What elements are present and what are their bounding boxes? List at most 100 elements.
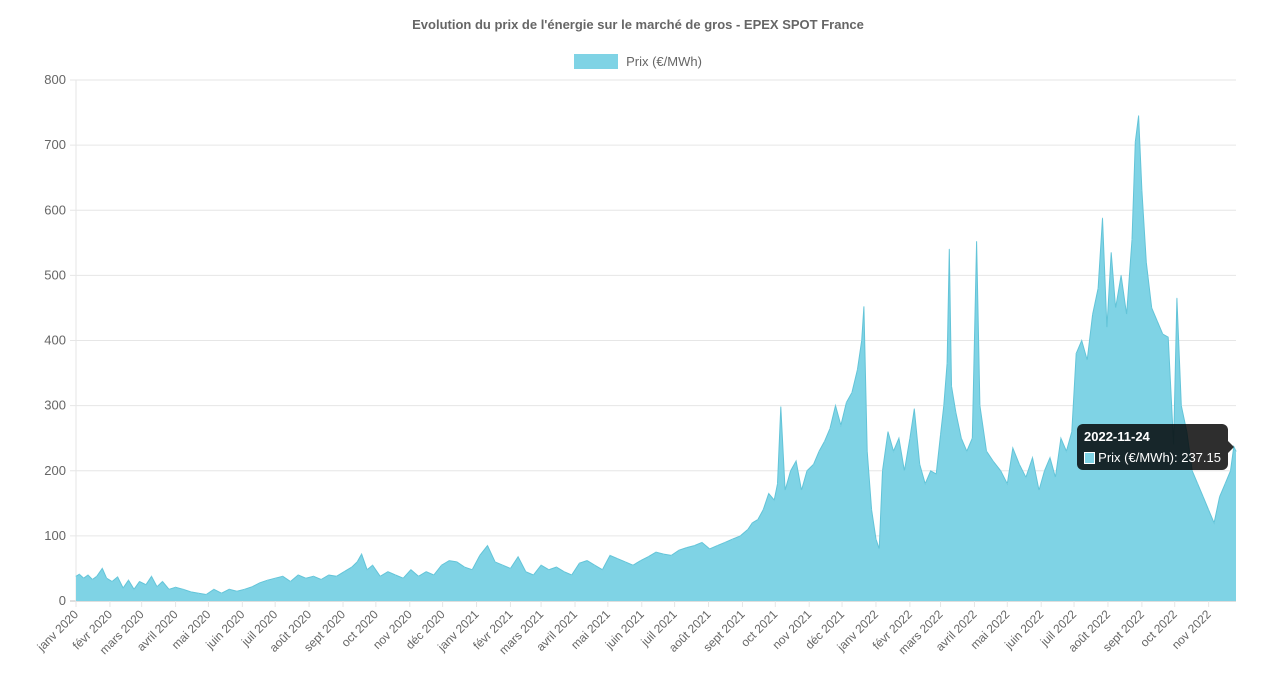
data-point[interactable]: [282, 575, 284, 577]
data-point[interactable]: [976, 241, 978, 242]
data-point[interactable]: [96, 575, 98, 577]
data-point[interactable]: [1202, 496, 1204, 498]
data-point[interactable]: [609, 554, 611, 556]
data-point[interactable]: [948, 248, 950, 250]
data-point[interactable]: [678, 549, 680, 551]
data-point[interactable]: [464, 566, 465, 568]
data-point[interactable]: [563, 571, 565, 573]
data-point[interactable]: [951, 385, 952, 387]
data-point[interactable]: [898, 437, 900, 439]
data-point[interactable]: [851, 392, 853, 394]
data-point[interactable]: [1038, 489, 1040, 491]
data-point[interactable]: [909, 437, 911, 439]
data-point[interactable]: [1071, 431, 1073, 433]
data-point[interactable]: [747, 528, 749, 530]
data-point[interactable]: [1092, 313, 1094, 315]
data-point[interactable]: [943, 405, 945, 407]
data-point[interactable]: [267, 579, 268, 581]
data-point[interactable]: [251, 586, 253, 588]
data-point[interactable]: [768, 493, 770, 494]
data-point[interactable]: [813, 463, 815, 465]
data-point[interactable]: [1126, 313, 1128, 315]
data-point[interactable]: [395, 574, 396, 576]
data-point[interactable]: [1151, 307, 1153, 309]
data-point[interactable]: [795, 460, 797, 462]
data-point[interactable]: [1145, 261, 1147, 263]
data-point[interactable]: [1208, 509, 1210, 511]
data-point[interactable]: [594, 564, 596, 566]
data-point[interactable]: [418, 575, 419, 577]
data-point[interactable]: [887, 431, 889, 433]
data-point[interactable]: [175, 586, 177, 588]
data-point[interactable]: [806, 470, 808, 472]
data-point[interactable]: [856, 369, 858, 371]
data-point[interactable]: [739, 535, 741, 537]
data-point[interactable]: [410, 569, 412, 571]
data-point[interactable]: [790, 470, 792, 472]
data-point[interactable]: [525, 571, 527, 573]
data-point[interactable]: [351, 566, 353, 568]
data-point[interactable]: [297, 574, 299, 576]
data-point[interactable]: [487, 545, 488, 547]
data-point[interactable]: [236, 590, 238, 592]
data-point[interactable]: [1032, 457, 1033, 459]
data-point[interactable]: [617, 558, 619, 560]
data-point[interactable]: [540, 564, 542, 566]
data-point[interactable]: [1049, 457, 1051, 459]
data-point[interactable]: [139, 581, 140, 582]
data-point[interactable]: [784, 489, 786, 491]
data-point[interactable]: [379, 575, 381, 577]
data-point[interactable]: [145, 584, 147, 586]
data-point[interactable]: [1075, 353, 1077, 354]
data-point[interactable]: [441, 564, 442, 566]
data-point[interactable]: [1141, 190, 1143, 192]
data-point[interactable]: [632, 564, 634, 566]
data-point[interactable]: [1012, 447, 1014, 449]
data-point[interactable]: [128, 579, 129, 581]
data-point[interactable]: [818, 450, 820, 452]
data-point[interactable]: [757, 519, 759, 521]
data-point[interactable]: [601, 569, 603, 571]
data-point[interactable]: [494, 561, 496, 563]
data-point[interactable]: [979, 405, 981, 407]
data-point[interactable]: [122, 587, 124, 589]
data-point[interactable]: [1086, 359, 1088, 361]
data-point[interactable]: [168, 588, 170, 590]
data-point[interactable]: [773, 499, 775, 501]
data-point[interactable]: [829, 427, 831, 429]
data-point[interactable]: [1097, 287, 1099, 289]
data-point[interactable]: [971, 437, 973, 439]
data-point[interactable]: [578, 562, 580, 564]
data-point[interactable]: [930, 470, 932, 472]
data-point[interactable]: [919, 463, 921, 465]
data-point[interactable]: [861, 340, 863, 341]
data-point[interactable]: [425, 571, 427, 573]
data-point[interactable]: [402, 577, 404, 579]
data-point[interactable]: [517, 556, 519, 558]
data-point[interactable]: [824, 440, 825, 442]
data-point[interactable]: [1162, 333, 1164, 335]
data-point[interactable]: [732, 538, 734, 540]
data-point[interactable]: [1156, 320, 1158, 322]
data-point[interactable]: [840, 424, 842, 426]
data-point[interactable]: [1191, 470, 1193, 472]
data-point[interactable]: [571, 574, 573, 576]
data-point[interactable]: [448, 560, 450, 562]
data-point[interactable]: [1018, 463, 1020, 465]
data-point[interactable]: [372, 564, 374, 566]
data-point[interactable]: [780, 406, 782, 408]
data-point[interactable]: [320, 579, 322, 580]
data-point[interactable]: [1060, 437, 1062, 439]
data-point[interactable]: [940, 434, 941, 436]
data-point[interactable]: [356, 561, 358, 563]
data-point[interactable]: [87, 574, 89, 576]
data-point[interactable]: [1167, 336, 1169, 338]
data-point[interactable]: [946, 362, 948, 364]
data-point[interactable]: [1025, 476, 1027, 478]
data-point[interactable]: [935, 473, 937, 475]
data-point[interactable]: [955, 411, 957, 413]
data-point[interactable]: [751, 522, 753, 524]
data-point[interactable]: [966, 450, 968, 452]
data-point[interactable]: [290, 581, 291, 582]
